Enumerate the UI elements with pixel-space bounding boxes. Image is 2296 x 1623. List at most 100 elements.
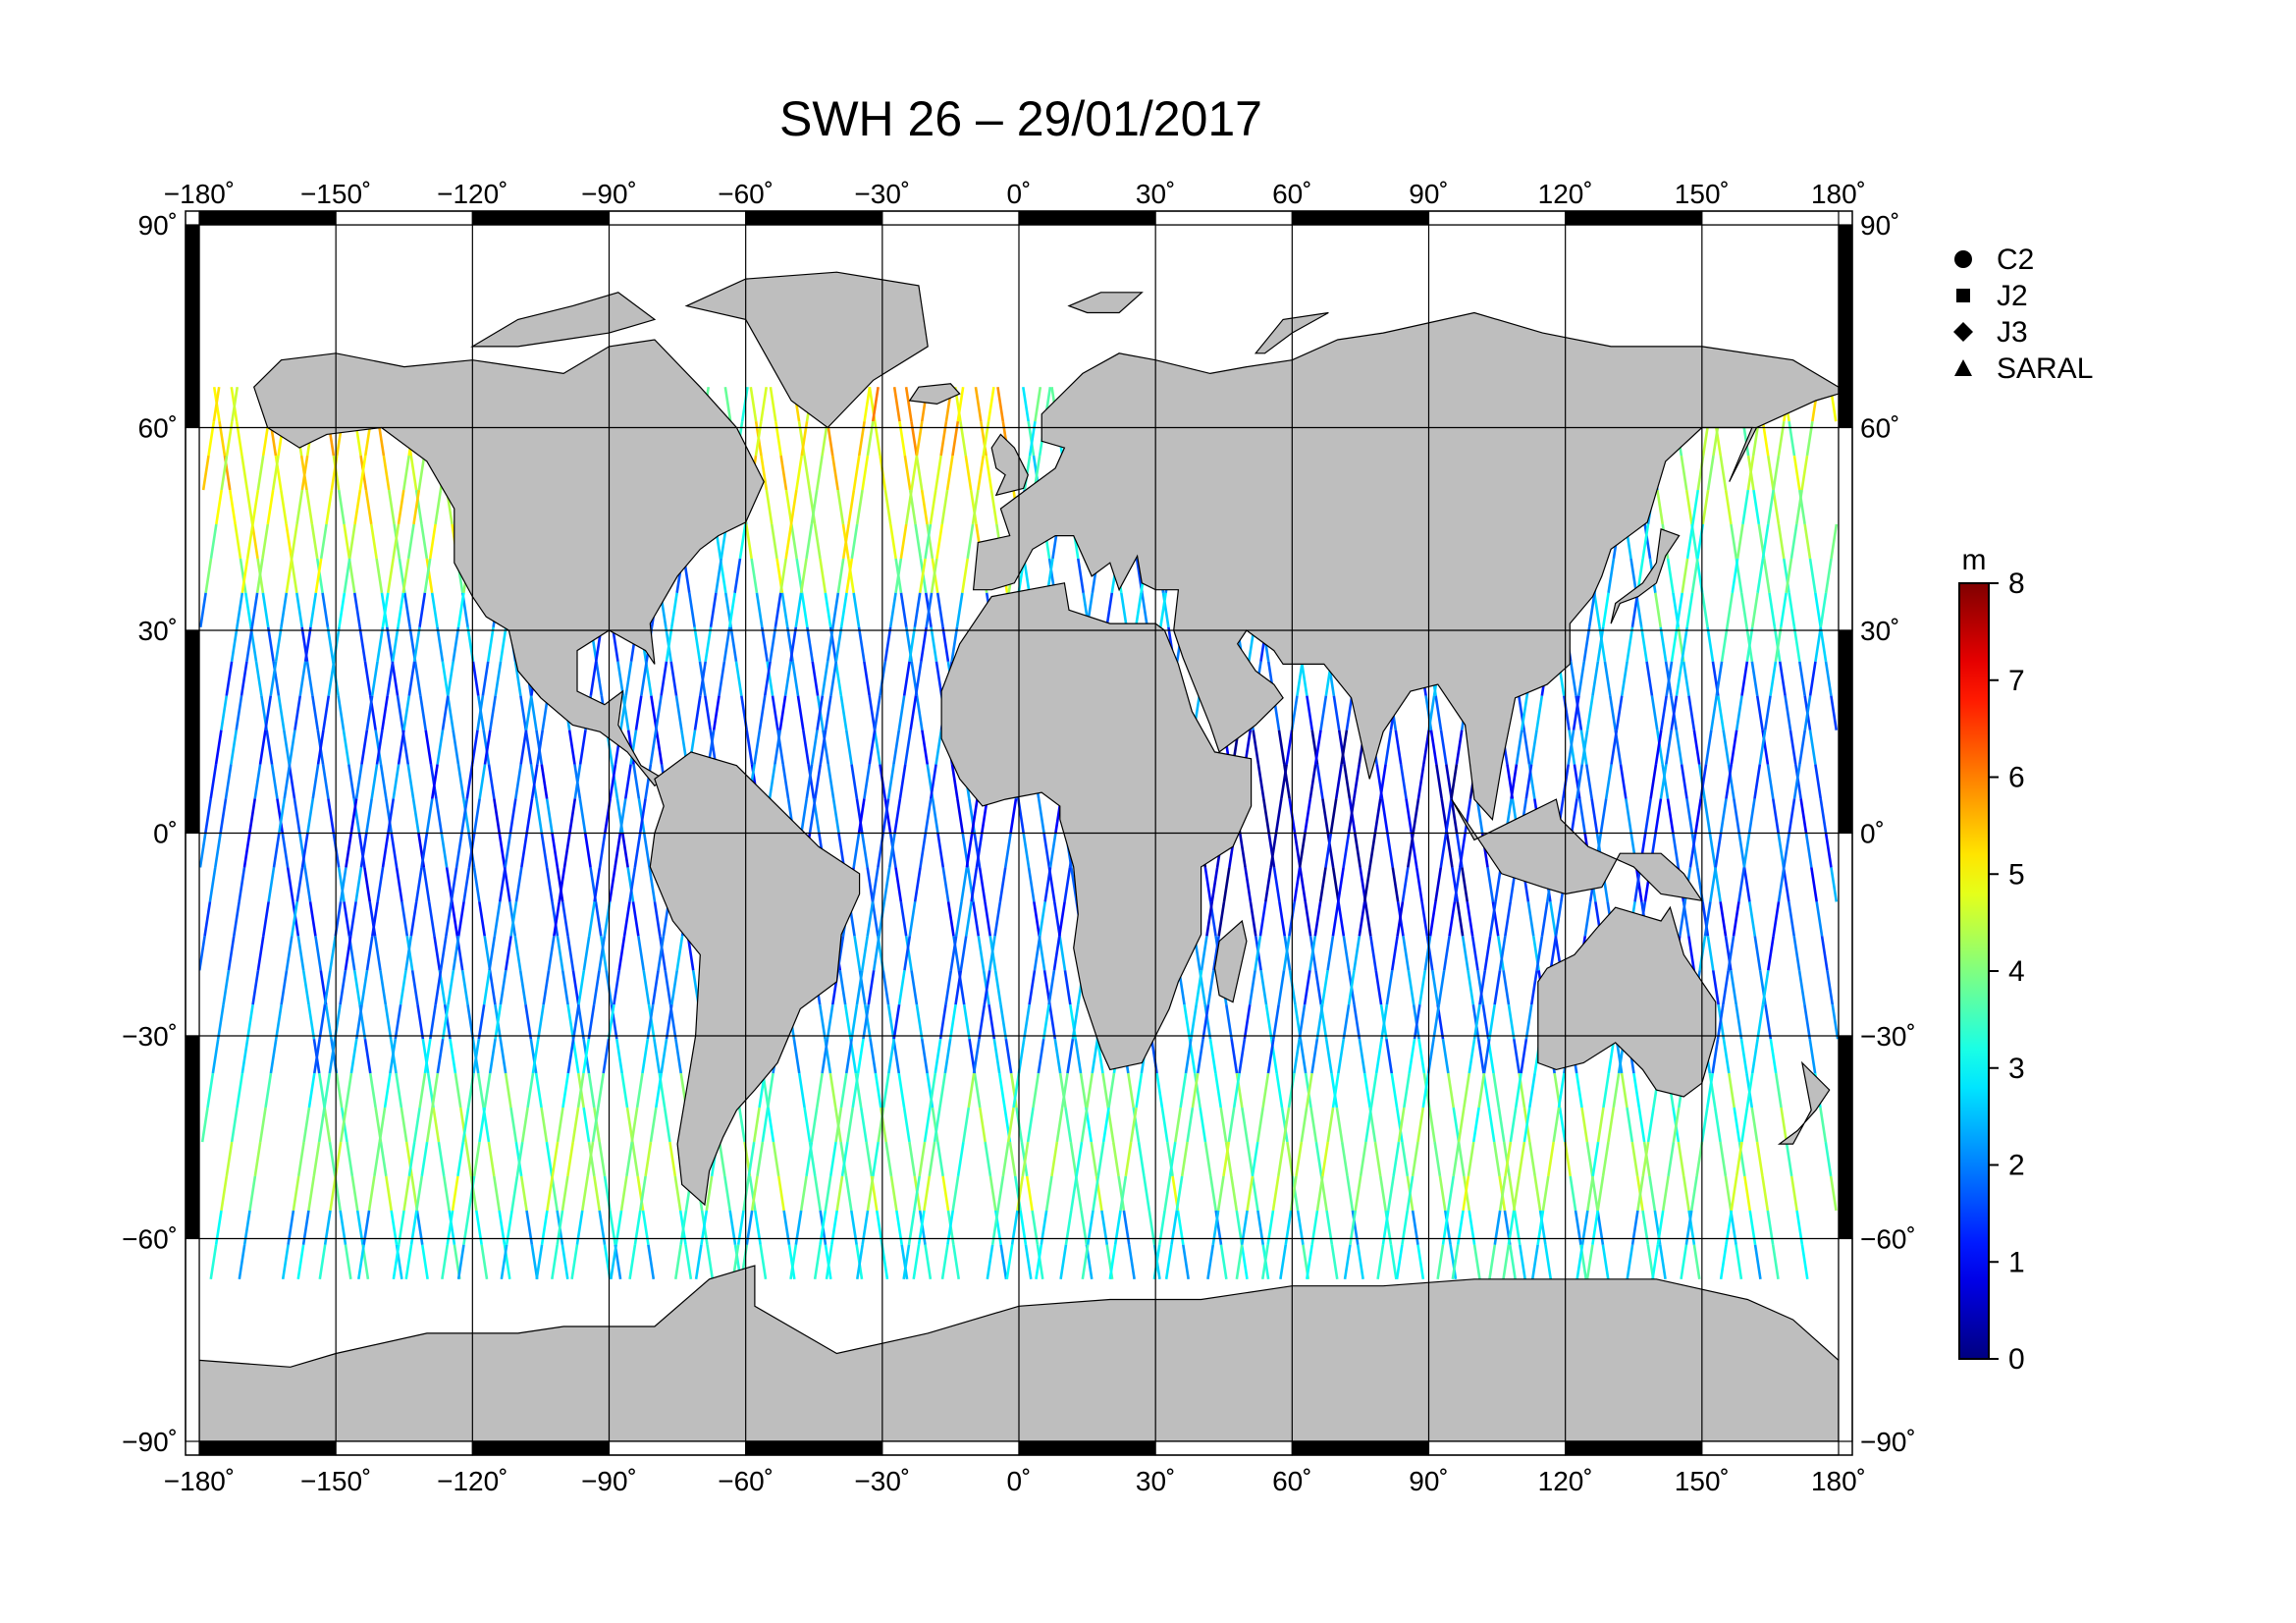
track-segment (339, 970, 347, 1005)
track-segment (253, 1141, 262, 1177)
track-segment (1369, 1072, 1378, 1109)
lon-tick-label-bottom: 90˚ (1409, 1466, 1448, 1496)
track-segment (489, 695, 497, 730)
track-segment (988, 1175, 997, 1212)
track-segment (291, 901, 298, 937)
track-segment (855, 970, 864, 1005)
lon-tick-label-top: −120˚ (437, 179, 507, 209)
track-segment (1753, 1244, 1762, 1279)
track-segment (839, 1141, 848, 1177)
track-segment (815, 455, 824, 491)
track-segment (384, 1004, 393, 1040)
track-segment (1530, 1244, 1539, 1279)
track-segment (230, 730, 238, 765)
track-segment (343, 901, 351, 937)
track-segment (1626, 1244, 1634, 1279)
track-segment (973, 833, 982, 868)
track-segment (752, 1107, 761, 1143)
track-segment (411, 798, 420, 834)
track-segment (1755, 1141, 1764, 1177)
track-segment (269, 661, 278, 696)
track-segment (723, 1175, 731, 1212)
track-segment (314, 558, 323, 594)
track-segment (1659, 626, 1668, 662)
track-segment (515, 1141, 524, 1177)
track-segment (402, 695, 411, 730)
track-segment (1180, 1141, 1189, 1177)
track-segment (624, 661, 633, 696)
track-segment (1314, 970, 1323, 1005)
track-segment (903, 455, 912, 491)
track-segment (339, 1107, 347, 1143)
track-segment (861, 455, 870, 491)
track-segment (1244, 867, 1253, 902)
track-segment (425, 798, 434, 834)
track-segment (834, 626, 843, 662)
track-segment (383, 1072, 392, 1109)
track-segment (1737, 867, 1746, 902)
track-segment (1661, 764, 1670, 799)
track-segment (933, 1107, 941, 1143)
track-segment (1143, 1175, 1151, 1212)
track-segment (881, 970, 890, 1005)
track-segment (425, 1107, 434, 1143)
track-segment (582, 936, 591, 971)
track-segment (220, 695, 229, 730)
track-segment (441, 695, 450, 730)
track-segment (422, 867, 431, 902)
track-segment (518, 970, 527, 1005)
track-segment (325, 489, 334, 525)
track-segment (1299, 1038, 1308, 1074)
track-segment (288, 730, 296, 765)
track-segment (1413, 1004, 1421, 1040)
track-segment (1607, 558, 1616, 594)
frame-segment-top (608, 210, 747, 226)
track-segment (1343, 1244, 1352, 1279)
track-segment (1557, 1072, 1566, 1109)
track-segment (796, 695, 805, 730)
track-segment (1258, 901, 1267, 937)
track-segment (1070, 1175, 1078, 1212)
track-segment (1747, 798, 1756, 834)
track-segment (623, 764, 632, 799)
track-segment (1675, 661, 1683, 696)
track-segment (487, 764, 496, 799)
track-segment (819, 558, 828, 594)
track-segment (1535, 936, 1544, 971)
track-segment (811, 661, 820, 696)
track-segment (1329, 798, 1338, 834)
track-segment (1502, 1244, 1511, 1279)
track-segment (993, 901, 1002, 937)
track-segment (857, 626, 866, 662)
track-segment (456, 1244, 465, 1279)
track-segment (460, 970, 469, 1005)
track-segment (669, 661, 678, 696)
track-segment (892, 387, 901, 422)
track-segment (206, 1072, 215, 1109)
track-segment (397, 592, 405, 628)
track-segment (198, 833, 207, 868)
track-segment (1587, 592, 1596, 628)
track-segment (654, 695, 663, 730)
track-segment (1569, 1175, 1577, 1212)
track-segment (381, 592, 390, 628)
track-segment (498, 833, 507, 868)
track-segment (924, 798, 933, 834)
track-segment (1368, 833, 1377, 868)
track-segment (204, 798, 212, 834)
track-segment (847, 558, 855, 594)
track-segment (220, 1175, 229, 1212)
track-segment (419, 695, 427, 730)
track-segment (687, 592, 696, 628)
track-segment (327, 798, 336, 834)
track-segment (934, 455, 942, 491)
track-segment (1824, 558, 1833, 594)
track-segment (594, 901, 603, 937)
track-segment (609, 764, 617, 799)
track-segment (978, 1107, 987, 1143)
track-segment (1091, 1038, 1099, 1074)
track-segment (1342, 936, 1351, 971)
track-segment (1706, 626, 1715, 662)
frame-segment-left (185, 629, 200, 835)
track-segment (1756, 1004, 1765, 1040)
